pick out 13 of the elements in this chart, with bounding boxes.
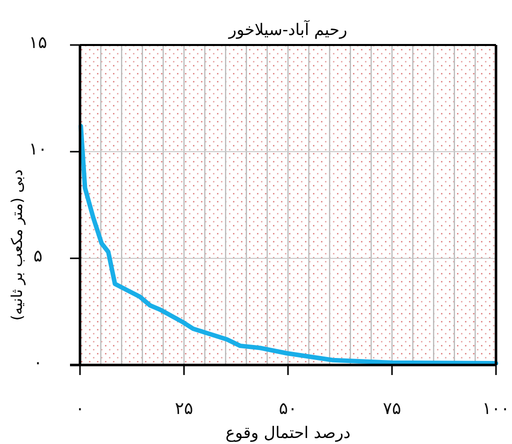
y-tick-label: ۵	[33, 246, 43, 266]
x-tick-label: ۵۰	[278, 399, 298, 419]
y-tick-label: ۱۰	[28, 140, 48, 160]
y-axis-title: دبی (متر مکعب بر ثانیه)	[8, 169, 26, 321]
y-tick-label: ۰	[33, 353, 43, 373]
x-tick-label: ۷۵	[382, 399, 402, 419]
x-axis-title: درصد احتمال وقوع	[225, 423, 351, 442]
x-tick-label: ۱۰۰	[482, 399, 510, 419]
line-series	[78, 124, 498, 366]
y-tick-label: ۱۵	[28, 33, 48, 53]
x-tick-label: ۰	[75, 399, 85, 419]
x-tick-label: ۲۵	[174, 399, 194, 419]
chart-title: رحیم آباد-سیلاخور	[228, 19, 348, 39]
